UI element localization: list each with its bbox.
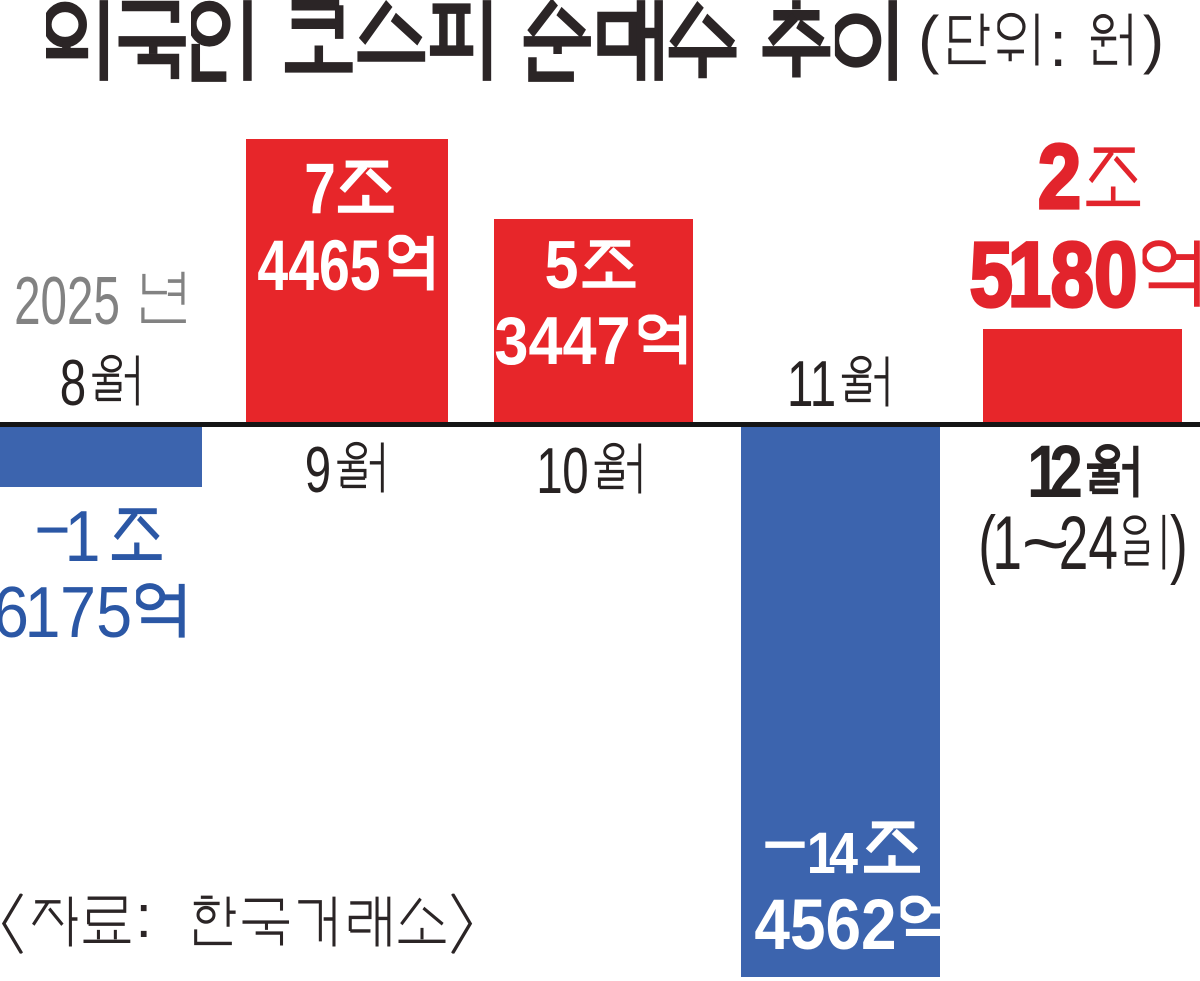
svg-text:2: 2: [1059, 501, 1089, 586]
svg-text:1: 1: [1008, 224, 1051, 326]
svg-text:−: −: [35, 490, 71, 571]
svg-text:−: −: [762, 812, 808, 877]
svg-text:(: (: [918, 3, 939, 75]
svg-text:): ): [1143, 3, 1164, 75]
svg-text:1: 1: [25, 572, 61, 653]
svg-text:1: 1: [992, 501, 1022, 586]
svg-text:4: 4: [563, 302, 597, 379]
svg-text:5: 5: [94, 264, 120, 339]
svg-text:8: 8: [60, 347, 86, 420]
svg-text:2: 2: [1038, 126, 1081, 228]
svg-text:4: 4: [754, 886, 790, 965]
svg-text:): ): [1170, 501, 1188, 586]
svg-text::: :: [1049, 8, 1067, 80]
svg-text::: :: [135, 883, 152, 950]
svg-text:~: ~: [1022, 500, 1070, 585]
svg-text:1: 1: [807, 820, 836, 885]
svg-text:1: 1: [787, 348, 813, 421]
svg-text:4: 4: [1088, 501, 1118, 586]
svg-text:8: 8: [1051, 224, 1094, 326]
svg-text:5: 5: [96, 572, 132, 653]
svg-text:5: 5: [790, 886, 826, 965]
svg-text:6: 6: [826, 886, 862, 965]
svg-text:0: 0: [562, 435, 588, 508]
svg-text:5: 5: [350, 226, 381, 305]
svg-text:7: 7: [597, 302, 631, 379]
svg-text:9: 9: [305, 434, 331, 507]
svg-text:4: 4: [829, 820, 858, 885]
svg-text:2: 2: [67, 264, 93, 339]
svg-text:2: 2: [861, 886, 897, 965]
svg-text:1: 1: [65, 496, 101, 577]
svg-text:2: 2: [14, 264, 40, 339]
svg-text:0: 0: [41, 264, 67, 339]
svg-text:1: 1: [536, 435, 562, 508]
svg-text:0: 0: [1094, 224, 1137, 326]
svg-text:4: 4: [529, 302, 563, 379]
svg-text:1: 1: [810, 348, 836, 421]
svg-text:1: 1: [1027, 431, 1061, 513]
svg-text:6: 6: [0, 572, 29, 653]
svg-text:5: 5: [970, 224, 1013, 326]
svg-text:7: 7: [304, 149, 336, 229]
svg-text:4: 4: [257, 226, 288, 305]
svg-text:2: 2: [1049, 431, 1083, 513]
svg-text:6: 6: [319, 226, 350, 305]
svg-text:3: 3: [494, 302, 528, 379]
svg-text:7: 7: [60, 572, 96, 653]
svg-text:(: (: [978, 501, 996, 586]
svg-text:5: 5: [545, 226, 579, 303]
svg-text:4: 4: [288, 226, 319, 305]
